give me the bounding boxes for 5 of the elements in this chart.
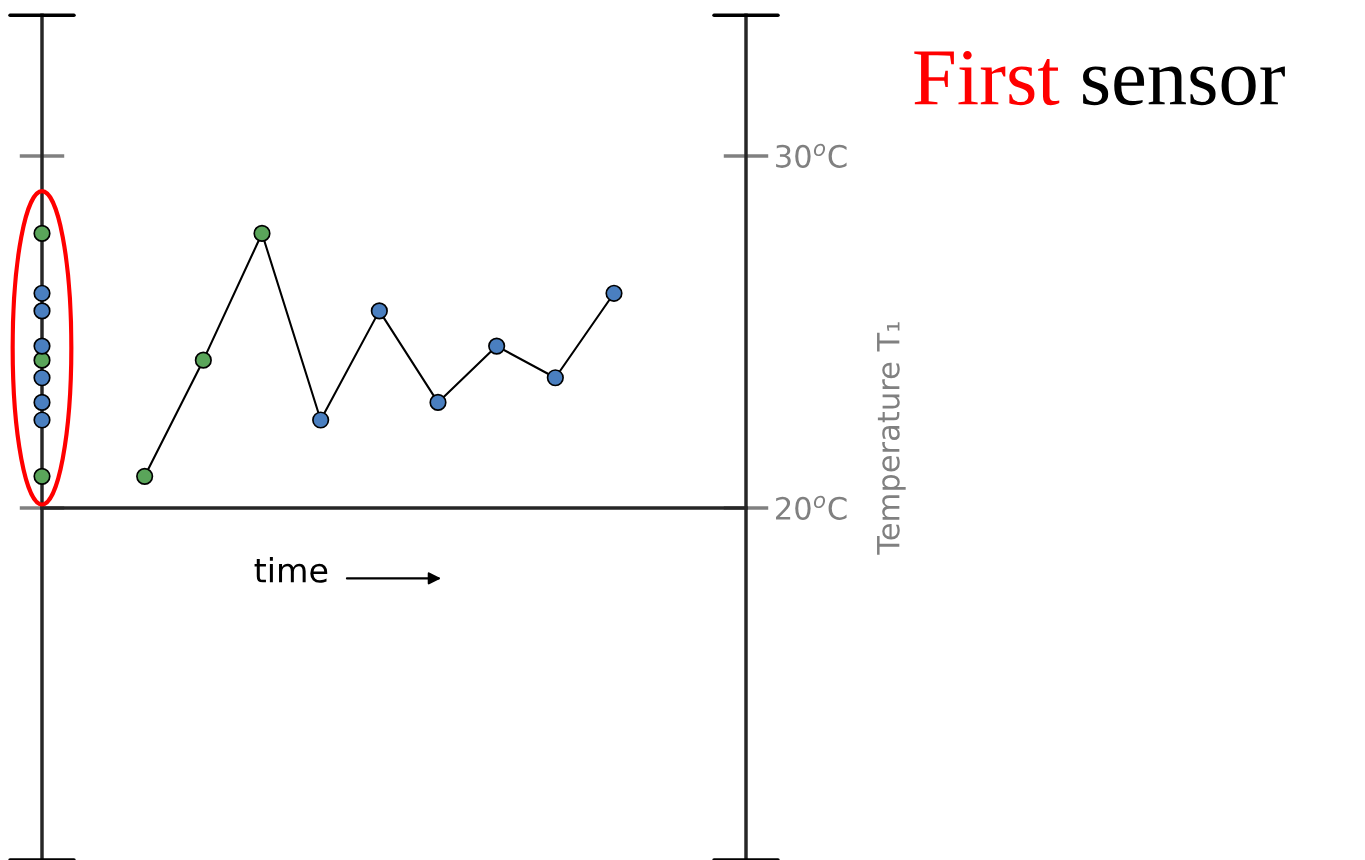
x-axis-title: time <box>254 556 328 583</box>
y-tick-label: 20$^{o}$C <box>776 495 847 520</box>
y-axis-title: Temperature T₁ <box>877 322 906 555</box>
y-tick-label: 30$^{o}$C <box>776 143 847 168</box>
text: First sensor <box>914 51 1285 106</box>
